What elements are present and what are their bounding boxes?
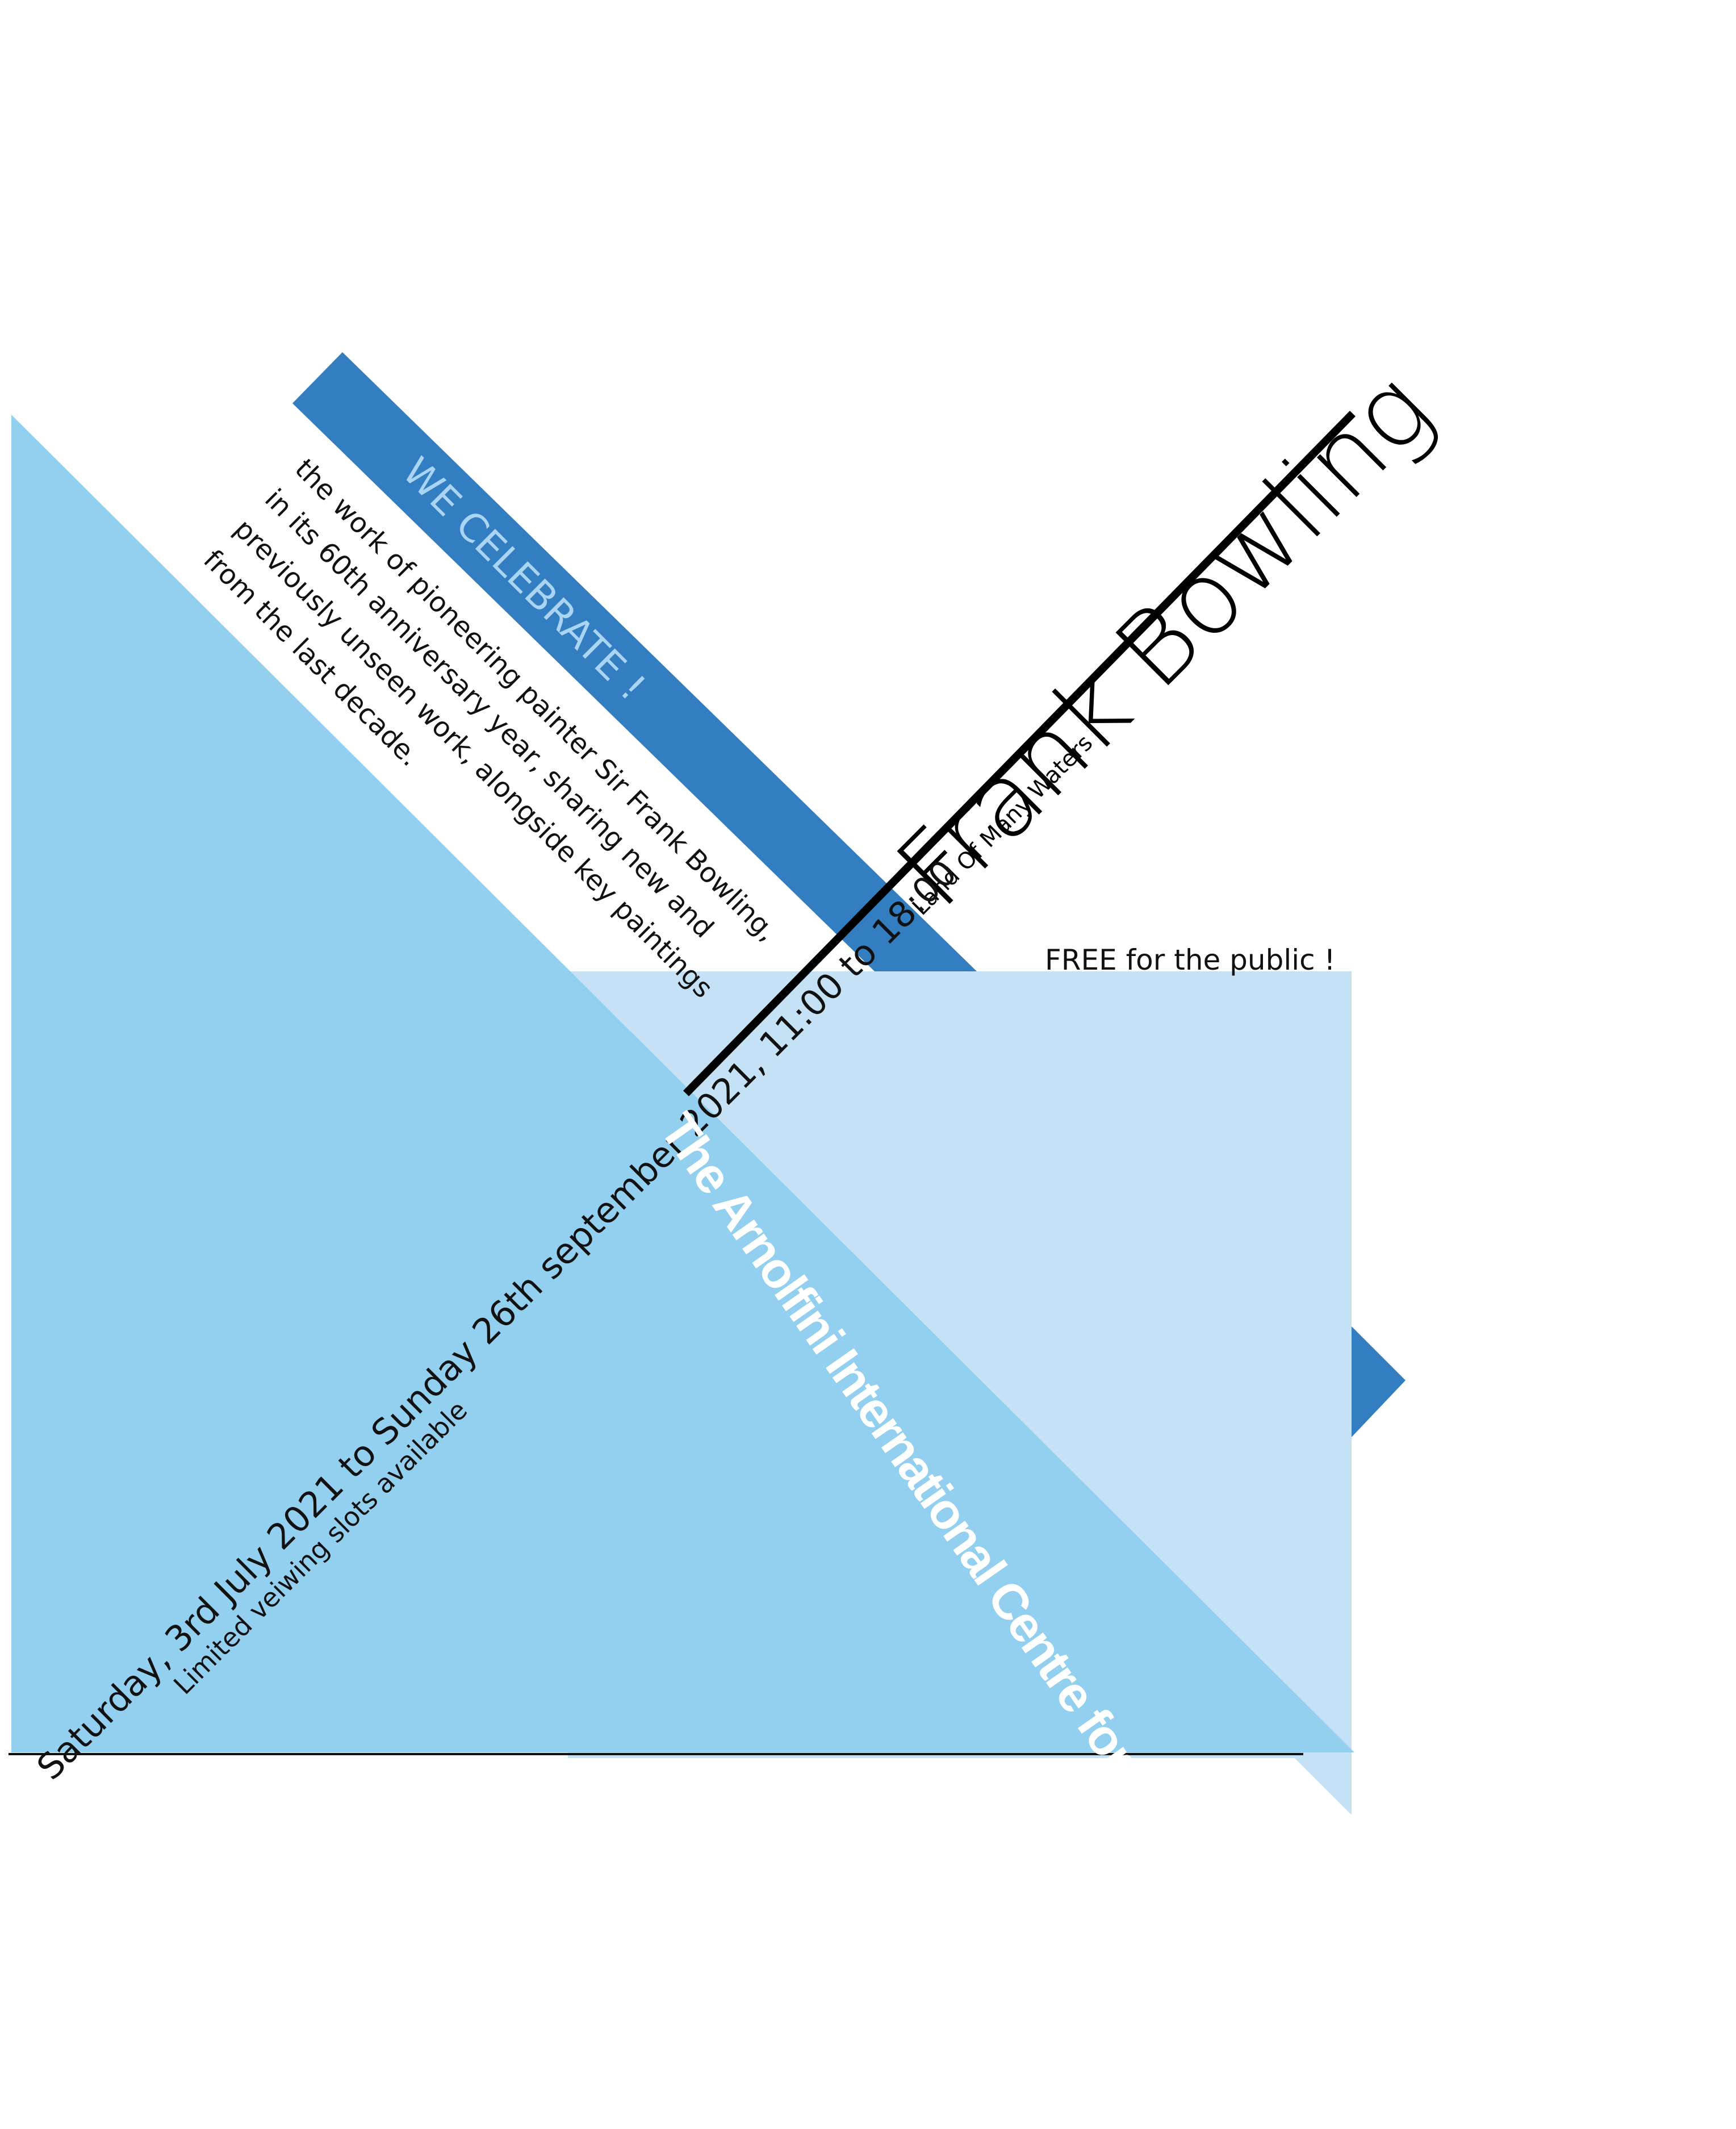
diagonal-black-line — [683, 411, 1356, 1096]
pale-tail — [1289, 1752, 1352, 1815]
poster-shapes — [9, 352, 1405, 1815]
main-triangle — [11, 415, 1354, 1752]
right-wedge — [1352, 1326, 1405, 1437]
admission-note: FREE for the public ! — [1045, 944, 1336, 976]
celebrate-band — [292, 352, 977, 971]
poster: Frank Bowling Land Of Many Waters WE CEL… — [9, 350, 1454, 1815]
